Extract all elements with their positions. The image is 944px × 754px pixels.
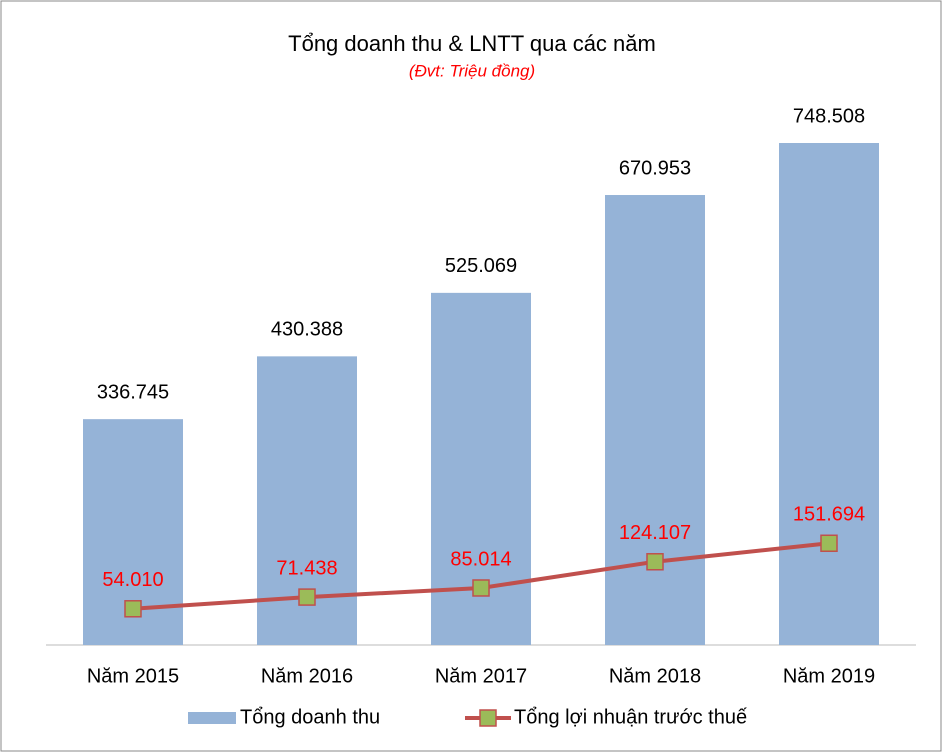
bar-value-label: 670.953 [619,157,691,179]
x-tick-label: Năm 2019 [783,665,875,687]
chart-title: Tổng doanh thu & LNTT qua các năm [288,31,656,56]
line-value-label: 85.014 [450,548,511,570]
line-value-label: 151.694 [793,504,865,526]
bar-value-label: 430.388 [271,319,343,341]
x-tick-label: Năm 2016 [261,665,353,687]
legend-label: Tổng lợi nhuận trước thuế [514,706,747,728]
line-marker [646,553,664,571]
line-marker [124,600,142,618]
legend-marker [479,709,497,727]
bar-value-label: 748.508 [793,105,865,127]
chart-subtitle: (Đvt: Triệu đồng) [409,61,535,80]
bar [605,195,705,646]
line-marker [820,534,838,553]
legend-label: Tổng doanh thu [240,706,380,728]
bar [779,143,879,645]
x-tick-label: Năm 2015 [87,665,179,687]
x-tick-label: Năm 2018 [609,665,701,687]
bar-value-label: 525.069 [445,255,517,277]
line-value-label: 71.438 [276,557,337,579]
line-value-label: 124.107 [619,522,691,544]
line-marker [472,579,490,597]
line-marker [298,588,316,606]
x-tick-label: Năm 2017 [435,665,527,687]
legend-swatch [188,712,236,724]
line-value-label: 54.010 [102,569,163,591]
bar-value-label: 336.745 [97,381,169,403]
